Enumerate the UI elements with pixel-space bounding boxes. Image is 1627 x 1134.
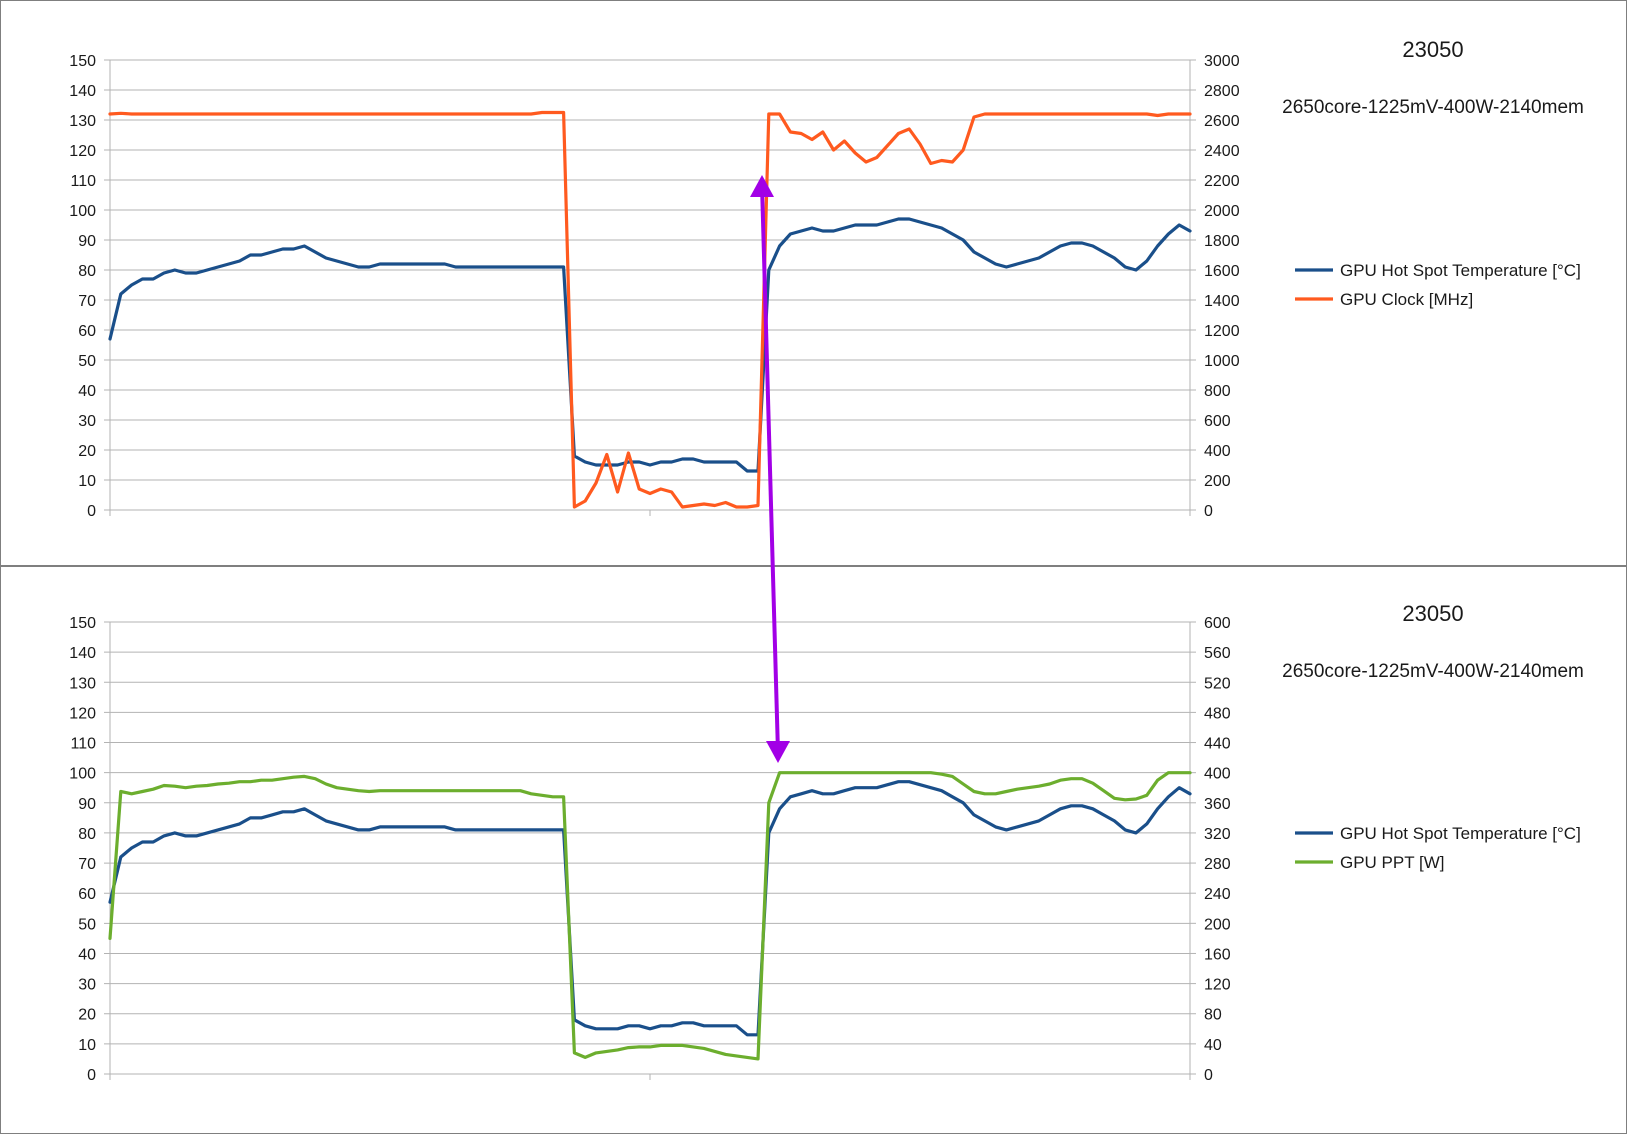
left-tick-label: 0 xyxy=(87,503,96,520)
right-tick-label: 3000 xyxy=(1204,53,1240,70)
right-tick-label: 200 xyxy=(1204,916,1231,933)
left-tick-label: 110 xyxy=(70,736,96,753)
legend-label: GPU Hot Spot Temperature [°C] xyxy=(1340,261,1581,280)
right-tick-label: 2000 xyxy=(1204,203,1240,220)
left-tick-label: 130 xyxy=(69,113,96,130)
chart-subtitle: 2650core-1225mV-400W-2140mem xyxy=(1282,97,1584,118)
legend-label: GPU Hot Spot Temperature [°C] xyxy=(1340,824,1581,843)
left-tick-label: 40 xyxy=(78,383,96,400)
chart-1: 0 10 20 30 40 50 60 70 80 90 100 110 120 130 140 150 0 20… xyxy=(69,37,1584,520)
right-tick-label: 0 xyxy=(1204,1067,1213,1084)
right-tick-label: 400 xyxy=(1204,443,1231,460)
left-tick-label: 10 xyxy=(78,1037,96,1054)
left-tick-label: 80 xyxy=(78,263,96,280)
left-tick-label: 80 xyxy=(78,826,96,843)
left-tick-label: 50 xyxy=(78,353,96,370)
left-tick-label: 90 xyxy=(78,233,96,250)
legend-label: GPU Clock [MHz] xyxy=(1340,290,1473,309)
right-tick-label: 320 xyxy=(1204,826,1231,843)
right-tick-label: 120 xyxy=(1204,977,1231,994)
left-tick-label: 0 xyxy=(87,1067,96,1084)
chart-title: 23050 xyxy=(1402,601,1463,626)
left-tick-label: 20 xyxy=(78,1007,96,1024)
right-tick-label: 1200 xyxy=(1204,323,1240,340)
right-tick-label: 600 xyxy=(1204,413,1231,430)
chart-2: 0 10 20 30 40 50 60 70 80 90 100 110 120 130 140 150 0 40… xyxy=(69,601,1584,1084)
right-tick-label: 520 xyxy=(1204,675,1231,692)
annotation-arrowhead-bottom xyxy=(766,741,790,763)
left-tick-label: 130 xyxy=(69,675,96,692)
left-tick-label: 30 xyxy=(78,413,96,430)
legend: GPU Hot Spot Temperature [°C] GPU PPT [W] xyxy=(1295,824,1581,872)
right-tick-label: 80 xyxy=(1204,1007,1222,1024)
right-tick-label: 2400 xyxy=(1204,143,1240,160)
left-tick-label: 90 xyxy=(78,796,96,813)
gridlines xyxy=(104,621,1190,1075)
left-tick-label: 100 xyxy=(69,203,96,220)
right-tick-label: 2600 xyxy=(1204,113,1240,130)
left-tick-label: 60 xyxy=(78,323,96,340)
left-tick-label: 150 xyxy=(69,53,96,70)
right-tick-label: 2200 xyxy=(1204,173,1240,190)
left-tick-label: 20 xyxy=(78,443,96,460)
right-tick-label: 360 xyxy=(1204,796,1231,813)
left-tick-label: 70 xyxy=(78,293,96,310)
right-tick-label: 400 xyxy=(1204,766,1231,783)
right-tick-label: 40 xyxy=(1204,1037,1222,1054)
right-tick-label: 200 xyxy=(1204,473,1231,490)
right-tick-label: 480 xyxy=(1204,705,1231,722)
right-tick-label: 2800 xyxy=(1204,83,1240,100)
left-tick-label: 120 xyxy=(69,705,96,722)
right-tick-label: 600 xyxy=(1204,615,1231,632)
annotation-arrowhead-top xyxy=(750,175,774,197)
left-tick-label: 100 xyxy=(69,766,96,783)
right-tick-label: 240 xyxy=(1204,886,1231,903)
left-tick-label: 70 xyxy=(78,856,96,873)
left-tick-label: 140 xyxy=(69,83,96,100)
right-tick-label: 1600 xyxy=(1204,263,1240,280)
series-line-hot-spot-temperature xyxy=(108,780,1192,1037)
series-line-gpu-clock xyxy=(108,110,1192,509)
annotation-arrow-shaft xyxy=(760,184,780,754)
right-tick-label: 1400 xyxy=(1204,293,1240,310)
right-tick-label: 440 xyxy=(1204,736,1231,753)
left-tick-label: 140 xyxy=(69,645,96,662)
gridlines xyxy=(104,59,1190,511)
annotation-arrow xyxy=(750,175,790,763)
right-tick-label: 160 xyxy=(1204,946,1231,963)
left-tick-label: 60 xyxy=(78,886,96,903)
series-line-gpu-ppt xyxy=(108,771,1192,1061)
right-tick-label: 560 xyxy=(1204,645,1231,662)
right-tick-label: 0 xyxy=(1204,503,1213,520)
left-tick-label: 110 xyxy=(70,173,96,190)
right-tick-label: 1000 xyxy=(1204,353,1240,370)
left-tick-label: 150 xyxy=(69,615,96,632)
chart-title: 23050 xyxy=(1402,37,1463,62)
right-tick-label: 1800 xyxy=(1204,233,1240,250)
series-line-hot-spot-temperature xyxy=(108,217,1192,473)
right-tick-label: 280 xyxy=(1204,856,1231,873)
left-tick-label: 30 xyxy=(78,977,96,994)
left-tick-label: 40 xyxy=(78,946,96,963)
left-tick-label: 120 xyxy=(69,143,96,160)
left-tick-label: 50 xyxy=(78,916,96,933)
right-tick-label: 800 xyxy=(1204,383,1231,400)
legend: GPU Hot Spot Temperature [°C] GPU Clock [… xyxy=(1295,261,1581,309)
chart-subtitle: 2650core-1225mV-400W-2140mem xyxy=(1282,661,1584,682)
legend-label: GPU PPT [W] xyxy=(1340,853,1445,872)
left-tick-label: 10 xyxy=(78,473,96,490)
